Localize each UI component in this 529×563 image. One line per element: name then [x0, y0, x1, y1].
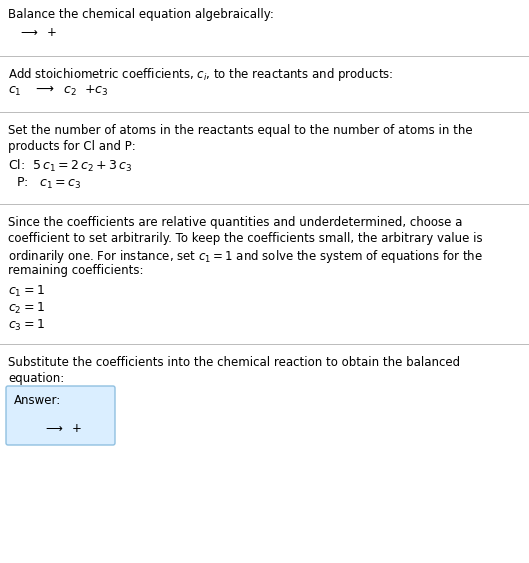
FancyBboxPatch shape [6, 386, 115, 445]
Text: $c_1 = 1$: $c_1 = 1$ [8, 284, 45, 299]
Text: P:   $c_1 = c_3$: P: $c_1 = c_3$ [16, 176, 81, 191]
Text: $\longrightarrow$  +: $\longrightarrow$ + [18, 26, 58, 39]
Text: ordinarily one. For instance, set $c_1 = 1$ and solve the system of equations fo: ordinarily one. For instance, set $c_1 =… [8, 248, 483, 265]
Text: Answer:: Answer: [14, 394, 61, 407]
Text: $c_1$   $\longrightarrow$  $c_2$  $+c_3$: $c_1$ $\longrightarrow$ $c_2$ $+c_3$ [8, 84, 108, 98]
Text: remaining coefficients:: remaining coefficients: [8, 264, 143, 277]
Text: Set the number of atoms in the reactants equal to the number of atoms in the: Set the number of atoms in the reactants… [8, 124, 472, 137]
Text: Substitute the coefficients into the chemical reaction to obtain the balanced: Substitute the coefficients into the che… [8, 356, 460, 369]
Text: $c_2 = 1$: $c_2 = 1$ [8, 301, 45, 316]
Text: $c_3 = 1$: $c_3 = 1$ [8, 318, 45, 333]
Text: coefficient to set arbitrarily. To keep the coefficients small, the arbitrary va: coefficient to set arbitrarily. To keep … [8, 232, 482, 245]
Text: $\longrightarrow$  +: $\longrightarrow$ + [43, 422, 83, 435]
Text: products for Cl and P:: products for Cl and P: [8, 140, 136, 153]
Text: equation:: equation: [8, 372, 64, 385]
Text: Cl:  $5\,c_1 = 2\,c_2 + 3\,c_3$: Cl: $5\,c_1 = 2\,c_2 + 3\,c_3$ [8, 158, 132, 174]
Text: Balance the chemical equation algebraically:: Balance the chemical equation algebraica… [8, 8, 274, 21]
Text: Since the coefficients are relative quantities and underdetermined, choose a: Since the coefficients are relative quan… [8, 216, 462, 229]
Text: Add stoichiometric coefficients, $c_i$, to the reactants and products:: Add stoichiometric coefficients, $c_i$, … [8, 66, 394, 83]
